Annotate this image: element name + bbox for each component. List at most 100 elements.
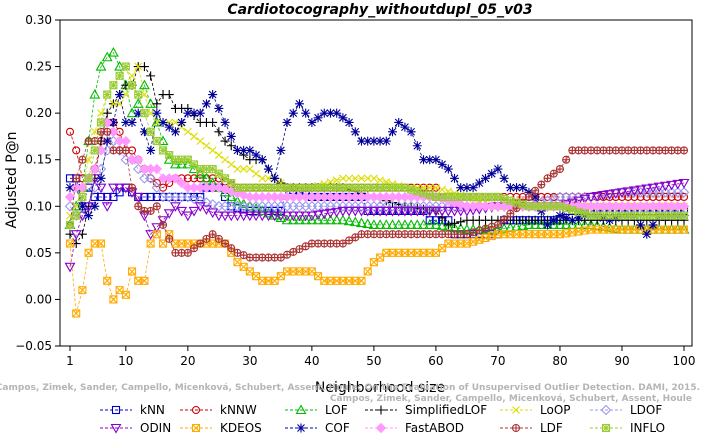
y-tick-label: 0.20 xyxy=(25,106,52,120)
data-point xyxy=(523,219,535,229)
data-point xyxy=(151,182,163,193)
data-point xyxy=(573,196,585,207)
data-point xyxy=(593,146,602,155)
data-point xyxy=(121,90,130,99)
x-tick-label: 50 xyxy=(366,354,381,368)
data-point xyxy=(120,135,132,147)
legend-label: INFLO xyxy=(630,421,665,434)
data-point xyxy=(232,145,242,155)
data-point xyxy=(543,174,552,183)
data-point xyxy=(276,145,286,155)
data-point xyxy=(133,108,143,118)
data-point xyxy=(405,206,417,217)
data-point xyxy=(363,267,372,276)
data-point xyxy=(357,276,366,285)
series-simplifiedlof xyxy=(65,62,689,249)
data-point xyxy=(96,173,106,183)
data-point xyxy=(214,169,223,178)
data-point xyxy=(214,151,223,159)
axes: 1 10 20 30 40 50 60 70 80 90 100 −0.05 0.00 0.05 0.10 0… xyxy=(15,13,695,368)
data-point xyxy=(362,218,374,229)
data-point xyxy=(90,127,99,136)
data-point xyxy=(227,160,236,169)
data-point xyxy=(77,229,87,239)
data-point xyxy=(132,98,144,108)
data-point xyxy=(636,220,646,230)
data-point xyxy=(493,192,502,202)
legend-marker xyxy=(601,423,611,433)
data-point xyxy=(189,160,199,169)
data-point xyxy=(201,172,212,183)
data-point xyxy=(127,81,137,90)
x-tick-label: 1 xyxy=(66,354,74,368)
data-point xyxy=(78,192,87,202)
data-point xyxy=(498,223,510,233)
data-point xyxy=(555,202,565,211)
data-point xyxy=(529,219,541,229)
data-point xyxy=(425,191,434,200)
legend-item-fastabod: FastABOD xyxy=(365,421,464,435)
data-point xyxy=(282,117,292,127)
data-point xyxy=(325,214,336,225)
data-point xyxy=(549,169,558,178)
data-point xyxy=(96,118,106,127)
data-point xyxy=(109,81,118,90)
data-point xyxy=(134,90,143,99)
data-point xyxy=(77,182,88,193)
data-point xyxy=(70,230,82,240)
legend-marker xyxy=(111,405,121,415)
data-point xyxy=(493,220,502,229)
data-point xyxy=(275,211,287,222)
data-point xyxy=(127,267,137,276)
data-point xyxy=(678,201,690,212)
data-point xyxy=(165,151,174,160)
data-point xyxy=(500,215,509,224)
data-point xyxy=(412,141,422,151)
data-point xyxy=(301,108,311,118)
data-point xyxy=(659,181,671,192)
x-tick-label: 10 xyxy=(118,354,133,368)
x-tick-label: 80 xyxy=(552,354,567,368)
data-point xyxy=(425,155,435,165)
data-point xyxy=(530,192,540,202)
x-tick-label: 20 xyxy=(180,354,195,368)
data-point xyxy=(661,146,670,155)
data-point xyxy=(655,192,664,202)
data-point xyxy=(182,211,194,222)
data-point xyxy=(275,212,287,222)
data-point xyxy=(152,137,161,146)
legend-label: LoOP xyxy=(540,403,571,417)
data-point xyxy=(226,141,236,151)
legend-marker xyxy=(600,404,612,416)
data-point xyxy=(84,248,93,257)
data-point xyxy=(605,215,615,225)
data-point xyxy=(294,214,305,225)
data-point xyxy=(430,219,442,229)
data-point xyxy=(319,108,329,118)
data-point xyxy=(648,220,658,230)
data-point xyxy=(245,145,255,155)
data-point xyxy=(345,174,353,183)
data-point xyxy=(661,192,670,202)
data-point xyxy=(363,174,372,183)
data-point xyxy=(245,165,254,173)
series-ldf xyxy=(65,127,689,262)
legend-item-cof: COF xyxy=(285,421,350,435)
data-point xyxy=(611,146,620,155)
data-point xyxy=(270,206,279,215)
data-point xyxy=(306,214,318,225)
legend-label: kNNW xyxy=(220,403,257,417)
data-point xyxy=(250,211,262,222)
y-tick-label: 0.15 xyxy=(25,153,52,167)
data-point xyxy=(201,99,211,109)
data-point xyxy=(374,219,386,229)
data-point xyxy=(567,215,577,225)
series-inflo xyxy=(65,62,689,229)
legend-item-knnw: kNNW xyxy=(180,403,257,417)
data-point xyxy=(220,136,230,146)
data-point xyxy=(208,117,218,127)
data-point xyxy=(411,219,423,229)
data-point xyxy=(164,122,174,132)
data-point xyxy=(456,217,466,227)
data-point xyxy=(531,186,540,195)
